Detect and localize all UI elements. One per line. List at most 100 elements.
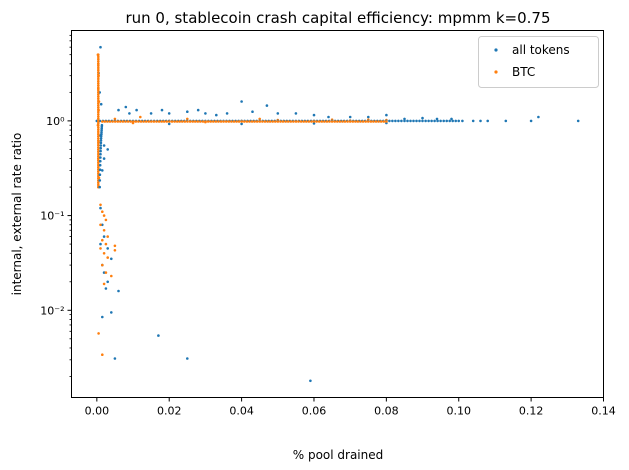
data-point [224,120,228,123]
data-point [100,132,103,136]
data-point [99,137,103,140]
data-point [104,242,108,246]
data-point [104,218,108,222]
data-point [397,119,400,123]
data-point [97,130,100,134]
data-point [128,112,131,115]
data-point [406,119,409,123]
data-point [106,247,109,250]
data-point [274,120,277,123]
data-point [108,120,112,123]
data-point [412,119,415,123]
data-point [157,334,160,337]
x-tick-label: 0.08 [374,405,399,418]
x-tick-label: 0.04 [229,405,254,418]
data-point [160,108,164,112]
x-tick-label: 0.00 [85,405,110,418]
data-point [97,84,100,87]
data-point [99,102,103,106]
data-point [289,120,293,123]
data-point [299,120,303,123]
data-point [330,120,334,123]
data-point [310,120,313,123]
data-point [97,181,100,184]
data-point [351,120,355,123]
data-point [97,137,100,140]
data-point [98,163,102,167]
data-point [343,120,347,123]
y-tick-label: 10⁻² [40,304,64,317]
x-axis-label: % pool drained [293,448,384,462]
data-point [225,112,229,115]
data-point [101,120,104,123]
data-point [315,120,318,123]
data-point [391,119,394,123]
data-point [317,120,321,123]
data-point [99,141,103,145]
legend: all tokens BTC [478,36,599,88]
data-point [99,203,102,207]
data-point [97,170,100,173]
data-point [354,120,357,123]
data-point [167,122,171,126]
data-point [98,168,102,171]
data-point [97,99,100,103]
y-axis: 10⁻² 10⁻¹ 10⁰ [40,34,72,377]
data-point [309,379,312,383]
data-point [97,139,100,142]
data-point [97,121,100,125]
data-point [305,120,308,123]
data-point [576,119,580,123]
data-point [471,119,475,123]
data-point [97,55,100,59]
data-point [204,120,207,123]
data-point [250,120,254,123]
data-point [113,249,117,252]
data-point [101,353,104,357]
data-point [214,120,218,123]
data-point [104,287,108,290]
data-point [186,117,189,121]
data-point [150,120,153,123]
data-point [97,101,100,105]
data-point [403,117,406,121]
x-tick-label: 0.12 [519,405,544,418]
series-btc [96,53,388,357]
data-point [245,120,249,123]
data-point [409,119,412,123]
data-point [312,120,316,123]
data-point [97,71,100,74]
data-point [294,112,298,115]
data-point [377,120,380,123]
data-point [97,183,100,187]
data-point [97,148,100,151]
data-point [97,79,100,83]
data-point [97,161,100,165]
data-point [121,120,125,123]
data-point [168,120,171,123]
data-point [188,120,192,123]
data-point [258,120,262,123]
data-point [160,120,163,123]
data-point [102,252,106,255]
data-point [325,120,329,123]
data-point [367,115,370,119]
data-point [356,120,360,123]
data-point [113,357,117,360]
data-point [97,110,100,114]
data-point [403,119,406,123]
data-point [336,120,339,123]
data-point [97,141,100,145]
data-point [101,238,104,242]
data-point [307,120,311,123]
data-point [328,120,331,123]
data-point [297,120,300,123]
data-point [97,152,100,156]
data-point [99,134,103,138]
data-point [162,120,166,123]
data-point [186,110,189,113]
legend-box [478,36,599,88]
data-point [181,120,184,123]
data-point [101,169,104,172]
data-point [212,120,215,123]
